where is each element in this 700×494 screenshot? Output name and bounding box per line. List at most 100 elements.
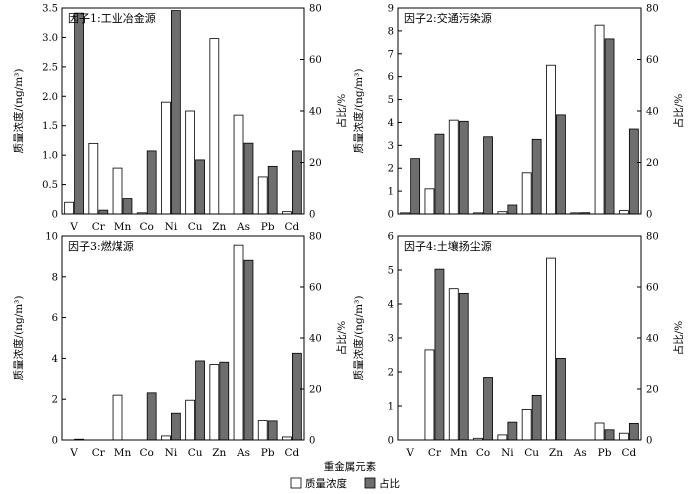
panel-2-bar-share-Ni — [507, 204, 518, 215]
panel-4-category-label: Cd — [621, 447, 636, 459]
panel-1-category-label: Cd — [285, 221, 300, 233]
panel-1-right-tick-label: 60 — [309, 55, 322, 66]
panel-1-bar-share-Mn — [122, 198, 133, 215]
panel-3-bar-share-As — [243, 259, 254, 441]
panel-1-bar-share-Cd — [291, 150, 302, 215]
panel-1-bar-share-Ni — [170, 10, 181, 215]
panel-3-bar-share-Cu — [195, 360, 205, 441]
panel-3-left-tick-label: 8 — [52, 272, 58, 283]
panel-3-y-axis-label: 质量浓度/(ng/m³) — [12, 296, 25, 381]
panel-3-category-label: Mn — [114, 447, 132, 459]
panel-4-category-label: V — [405, 447, 414, 459]
panel-2-left-tick-label: 8 — [388, 26, 394, 37]
panel-4-bar-concentration-Mn — [448, 288, 459, 441]
panel-4-y-axis-label: 质量浓度/(ng/m³) — [352, 296, 365, 381]
panel-2-left-tick-label: 9 — [388, 4, 394, 15]
panel-3-category-label: Co — [140, 447, 154, 459]
panel-1-y-axis-label: 质量浓度/(ng/m³) — [12, 69, 25, 154]
panel-1-bar-share-Cr — [98, 209, 109, 215]
panel-2-right-tick-label: 60 — [646, 55, 659, 66]
panel-4-bar-share-Ni — [507, 421, 518, 441]
panel-2-left-tick-label: 1 — [388, 187, 394, 198]
panel-4-category-label: Zn — [549, 447, 563, 459]
panel-1-right-tick-label: 80 — [309, 4, 322, 15]
panel-2-bar-concentration-Pb — [594, 24, 605, 215]
panel-4-bar-share-Cr — [434, 268, 445, 441]
panel-3-right-tick-label: 80 — [309, 232, 322, 243]
panel-3-bar-share-Ni — [170, 412, 181, 441]
panel-1-category-label: Co — [140, 221, 154, 233]
panel-1-category-label: Ni — [165, 221, 178, 233]
panel-4-title: 因子4:土壤扬尘源 — [404, 239, 492, 253]
panel-4-category-label: Co — [476, 447, 490, 459]
panel-1-bar-share-Pb — [267, 165, 278, 215]
panel-4-bar-concentration-Cr — [424, 349, 435, 441]
panel-4-category-label: Cu — [524, 447, 539, 459]
panel-3-category-label: Pb — [261, 447, 275, 459]
panel-1-bar-concentration-Cr — [88, 142, 99, 215]
legend-label-share: 占比 — [379, 477, 400, 490]
panel-3-category-label: Ni — [165, 447, 178, 459]
panel-1-left-tick-label: 3.5 — [42, 4, 58, 15]
panel-1-left-tick-label: 1.0 — [42, 151, 58, 162]
panel-1-category-label: Cr — [92, 221, 106, 233]
panel-1-bar-concentration-Mn — [112, 167, 123, 215]
panel-1-title: 因子1:工业冶金源 — [68, 11, 156, 25]
panel-4-bar-concentration-Cd — [618, 432, 629, 441]
panel-2-bar-share-Zn — [556, 114, 566, 215]
panel-1-left-tick-label: 2.5 — [42, 62, 58, 73]
panel-4-bar-concentration-Pb — [594, 422, 605, 441]
panel-2-bar-share-V — [410, 158, 421, 215]
panel-2-bar-share-Pb — [604, 38, 615, 215]
panel-4-category-label: As — [573, 447, 587, 459]
panel-2-plot-frame — [397, 7, 642, 215]
panel-4-category-label: Cr — [428, 447, 442, 459]
panel-1-y2-axis-label: 占比/% — [335, 94, 348, 129]
panel-3-bar-share-Zn — [219, 361, 230, 441]
panel-4-plot-frame — [397, 235, 642, 441]
panel-4-category-label: Mn — [450, 447, 468, 459]
panel-2-left-tick-label: 5 — [388, 95, 394, 106]
panel-2-bar-share-Mn — [458, 120, 469, 215]
panel-4-left-tick-label: 5 — [388, 266, 394, 277]
panel-1-left-tick-label: 1.5 — [42, 121, 58, 132]
panel-4-bar-share-Co — [483, 377, 493, 441]
panel-3-bar-concentration-Zn — [209, 364, 220, 441]
panel-4-bar-share-Cd — [628, 423, 639, 441]
panel-3-left-tick-label: 10 — [45, 232, 58, 243]
panel-3-left-tick-label: 6 — [52, 313, 58, 324]
panel-4-bar-share-Cu — [531, 394, 542, 441]
panel-3-right-tick-label: 40 — [309, 334, 322, 345]
panel-2-left-tick-label: 4 — [388, 118, 394, 129]
panel-4-left-tick-label: 2 — [388, 368, 394, 379]
panel-1-category-label: As — [236, 221, 250, 233]
panel-2-right-tick-label: 40 — [646, 107, 659, 118]
legend-label-concentration: 质量浓度 — [305, 477, 347, 490]
panel-3-y2-axis-label: 占比/% — [335, 321, 348, 356]
panel-4-left-tick-label: 3 — [388, 334, 394, 345]
panel-3-category-label: Cu — [188, 447, 203, 459]
panel-4-bar-share-Pb — [604, 429, 615, 441]
panel-1-category-label: V — [69, 221, 78, 233]
panel-4-right-tick-label: 20 — [646, 385, 659, 396]
panel-2-bar-share-Cr — [434, 133, 445, 215]
x-axis-label: 重金属元素 — [324, 460, 377, 473]
panel-4-left-tick-label: 0 — [388, 436, 394, 447]
panel-3-bar-share-Co — [146, 392, 157, 441]
panel-2-bar-concentration-Cu — [521, 172, 532, 215]
panel-1-bar-concentration-Zn — [209, 38, 220, 215]
panel-1-bar-concentration-As — [233, 114, 244, 215]
panel-4-category-label: Ni — [501, 447, 514, 459]
panel-3-plot-frame — [61, 235, 305, 441]
panel-2-left-tick-label: 7 — [388, 49, 394, 60]
panel-1-bar-share-As — [243, 142, 254, 215]
panel-1-bar-concentration-Pb — [257, 176, 268, 215]
panel-4-category-label: Pb — [598, 447, 612, 459]
panel-2-y2-axis-label: 占比/% — [672, 94, 685, 129]
panel-4-bar-share-Mn — [458, 292, 469, 441]
panel-1-category-label: Pb — [261, 221, 275, 233]
panel-3-bar-concentration-As — [233, 244, 244, 441]
panel-1-bar-concentration-Cu — [185, 110, 195, 215]
panel-1-bar-share-Cu — [195, 159, 205, 215]
